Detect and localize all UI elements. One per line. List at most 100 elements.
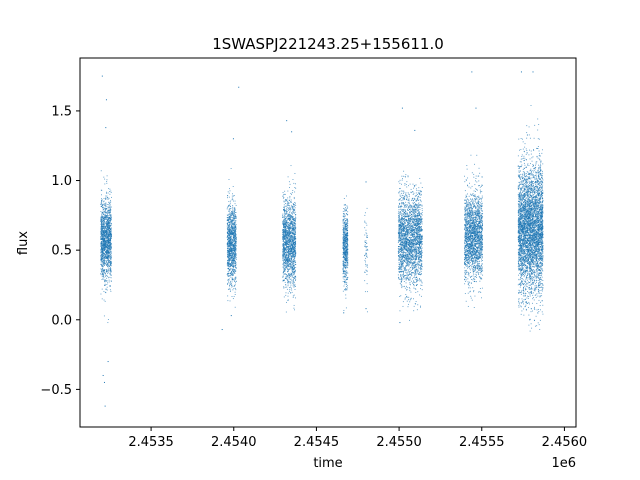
data-point [232, 258, 234, 260]
data-point [282, 233, 284, 235]
data-point [293, 196, 295, 198]
data-point [227, 260, 229, 262]
data-point [102, 221, 104, 223]
data-point [286, 235, 288, 237]
data-point [285, 277, 287, 279]
data-point [101, 274, 103, 276]
data-point [231, 222, 233, 224]
data-point [344, 210, 346, 212]
data-point [228, 228, 230, 230]
data-point [344, 231, 346, 233]
data-point [345, 253, 347, 254]
data-point [420, 265, 422, 267]
data-point [109, 226, 110, 228]
data-point [110, 219, 112, 221]
data-point [283, 253, 285, 255]
data-point [283, 235, 285, 237]
data-point [104, 263, 106, 265]
data-point [109, 211, 111, 213]
data-point [107, 268, 109, 270]
data-point [285, 251, 286, 253]
data-point [101, 228, 103, 230]
data-point [288, 230, 290, 232]
data-point [282, 249, 284, 251]
data-point [342, 229, 344, 231]
data-point [231, 260, 233, 262]
data-point [293, 286, 295, 288]
data-point [292, 241, 294, 243]
data-point [293, 242, 295, 244]
data-point [105, 242, 107, 244]
data-point [227, 206, 229, 208]
data-point [105, 209, 107, 210]
data-point [110, 241, 112, 243]
data-point [346, 240, 348, 242]
data-point [101, 250, 103, 252]
data-point [230, 276, 232, 278]
data-point [231, 231, 233, 233]
data-point [293, 205, 295, 207]
data-point [106, 229, 108, 231]
data-point [104, 264, 105, 266]
data-point [365, 257, 367, 259]
data-point [283, 208, 285, 210]
data-point [289, 263, 291, 264]
data-point [290, 292, 291, 294]
data-point [109, 208, 111, 210]
data-point [110, 264, 112, 266]
data-point [365, 246, 367, 247]
data-point [232, 213, 234, 215]
data-point [101, 226, 103, 227]
data-point [400, 242, 402, 244]
data-point [346, 277, 348, 279]
data-point [231, 238, 233, 240]
data-point [283, 260, 285, 261]
data-point [232, 229, 234, 231]
data-point [233, 270, 235, 272]
data-point [229, 291, 231, 292]
data-point [103, 279, 105, 281]
data-point [412, 219, 414, 221]
data-point [234, 240, 236, 242]
data-point [230, 233, 232, 235]
data-point [233, 236, 235, 238]
data-point [342, 248, 344, 249]
data-point [292, 230, 294, 232]
data-point [289, 248, 291, 250]
data-point [290, 263, 292, 265]
data-point [105, 254, 106, 256]
data-point [227, 246, 229, 247]
data-point [102, 211, 104, 213]
data-point [284, 269, 286, 271]
data-point [101, 200, 102, 202]
data-point [103, 260, 105, 262]
data-point [102, 250, 104, 252]
data-point [233, 235, 235, 237]
data-point [230, 237, 232, 239]
data-point [291, 256, 293, 258]
data-point [231, 250, 233, 252]
data-point [347, 285, 348, 287]
data-point [292, 217, 294, 219]
data-point [231, 199, 233, 201]
data-point [235, 242, 237, 244]
data-point [227, 235, 228, 237]
data-point [343, 243, 345, 245]
data-point [344, 266, 346, 268]
data-point [293, 243, 295, 245]
data-point [420, 288, 421, 290]
data-point [105, 214, 106, 216]
data-point [408, 224, 410, 226]
data-point [283, 262, 285, 264]
data-point [343, 238, 345, 239]
data-point [226, 227, 228, 229]
data-point [107, 217, 109, 218]
data-point [103, 244, 105, 246]
data-point [104, 281, 106, 283]
data-point [101, 230, 103, 232]
data-point [233, 231, 235, 233]
data-point [231, 275, 233, 277]
data-point [291, 253, 293, 254]
data-point [293, 198, 295, 200]
data-point [109, 273, 111, 274]
